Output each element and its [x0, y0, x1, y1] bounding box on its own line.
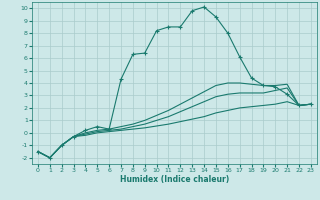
X-axis label: Humidex (Indice chaleur): Humidex (Indice chaleur) [120, 175, 229, 184]
